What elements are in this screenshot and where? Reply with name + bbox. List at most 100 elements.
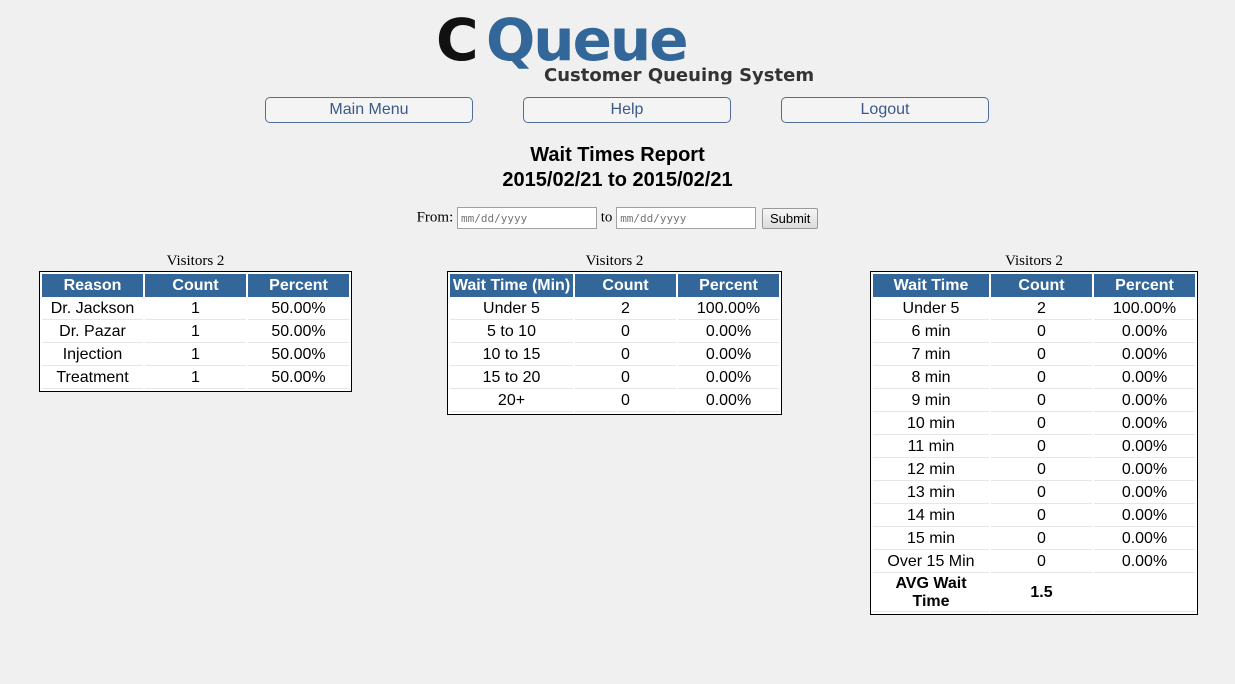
wait-time-cell: 10 min [873,414,989,435]
from-date-input[interactable] [457,207,598,229]
percent-cell: 50.00% [248,368,349,389]
wait-range-cell: Under 5 [450,299,573,320]
table-row: Under 5 2 100.00% [450,299,779,320]
percent-cell: 0.00% [678,322,779,343]
percent-cell: 50.00% [248,299,349,320]
count-cell: 0 [991,345,1092,366]
avg-wait-row: AVG Wait Time 1.5 [873,575,1195,612]
date-filter-form: From: to Submit [0,207,1235,229]
wait-range-table: Wait Time (Min) Count Percent Under 5 2 … [447,271,782,415]
percent-cell: 0.00% [1094,391,1195,412]
reason-cell: Injection [42,345,143,366]
reason-table: Reason Count Percent Dr. Jackson 1 50.00… [39,271,352,392]
percent-cell: 0.00% [1094,460,1195,481]
percent-cell: 0.00% [1094,506,1195,527]
wait-time-cell: 14 min [873,506,989,527]
logo-tagline: Customer Queuing System [544,65,814,86]
reason-cell: Dr. Jackson [42,299,143,320]
percent-cell: 0.00% [1094,345,1195,366]
count-cell: 1 [145,345,246,366]
wait-range-cell: 10 to 15 [450,345,573,366]
report-title: Wait Times Report [530,144,705,166]
percent-cell: 0.00% [1094,368,1195,389]
help-button[interactable]: Help [523,97,731,123]
table-row: 14 min 0 0.00% [873,506,1195,527]
avg-wait-value: 1.5 [991,575,1092,612]
column-header: Percent [248,274,349,297]
wait-time-cell: 8 min [873,368,989,389]
table-row: 7 min 0 0.00% [873,345,1195,366]
reason-table-block: Visitors 2 Reason Count Percent Dr. Jack… [39,252,352,392]
percent-cell: 50.00% [248,345,349,366]
count-cell: 0 [991,414,1092,435]
wait-minute-table-block: Visitors 2 Wait Time Count Percent Under… [870,252,1198,615]
count-cell: 1 [145,368,246,389]
svg-text:C: C [436,8,477,74]
column-header: Count [575,274,676,297]
percent-cell: 0.00% [1094,483,1195,504]
table-row: 8 min 0 0.00% [873,368,1195,389]
reason-cell: Treatment [42,368,143,389]
count-cell: 1 [145,322,246,343]
table-row: 5 to 10 0 0.00% [450,322,779,343]
table-row: 15 min 0 0.00% [873,529,1195,550]
table-row: Treatment 1 50.00% [42,368,349,389]
percent-cell: 0.00% [1094,414,1195,435]
empty-cell [1094,575,1195,612]
wait-time-cell: 13 min [873,483,989,504]
column-header: Wait Time (Min) [450,274,573,297]
table-row: Dr. Pazar 1 50.00% [42,322,349,343]
wait-range-cell: 5 to 10 [450,322,573,343]
wait-time-cell: 6 min [873,322,989,343]
count-cell: 2 [991,299,1092,320]
table-row: 13 min 0 0.00% [873,483,1195,504]
percent-cell: 0.00% [1094,529,1195,550]
wait-time-cell: 7 min [873,345,989,366]
wait-time-cell: 12 min [873,460,989,481]
table-row: 6 min 0 0.00% [873,322,1195,343]
percent-cell: 0.00% [678,391,779,412]
table-header-row: Wait Time Count Percent [873,274,1195,297]
wait-range-cell: 20+ [450,391,573,412]
wait-time-cell: Under 5 [873,299,989,320]
count-cell: 0 [991,437,1092,458]
reason-visitors-caption: Visitors 2 [166,253,225,269]
column-header: Count [145,274,246,297]
svg-text:Queue: Queue [486,8,687,74]
percent-cell: 0.00% [678,368,779,389]
percent-cell: 0.00% [1094,437,1195,458]
table-row: 10 min 0 0.00% [873,414,1195,435]
logout-button[interactable]: Logout [781,97,989,123]
table-row: Over 15 Min 0 0.00% [873,552,1195,573]
table-row: 11 min 0 0.00% [873,437,1195,458]
count-cell: 0 [991,483,1092,504]
column-header: Wait Time [873,274,989,297]
wait-time-cell: 15 min [873,529,989,550]
table-row: 15 to 20 0 0.00% [450,368,779,389]
count-cell: 1 [145,299,246,320]
count-cell: 0 [991,391,1092,412]
table-row: 10 to 15 0 0.00% [450,345,779,366]
wait-time-cell: 11 min [873,437,989,458]
count-cell: 0 [575,345,676,366]
column-header: Percent [678,274,779,297]
main-menu-button[interactable]: Main Menu [265,97,473,123]
count-cell: 0 [575,368,676,389]
count-cell: 0 [991,529,1092,550]
percent-cell: 100.00% [678,299,779,320]
table-row: Dr. Jackson 1 50.00% [42,299,349,320]
count-cell: 0 [991,552,1092,573]
from-label: From: [416,209,454,226]
wait-time-cell: Over 15 Min [873,552,989,573]
wait-minute-table: Wait Time Count Percent Under 5 2 100.00% … [870,271,1198,615]
count-cell: 0 [575,322,676,343]
to-date-input[interactable] [616,207,757,229]
count-cell: 0 [991,368,1092,389]
table-row: 20+ 0 0.00% [450,391,779,412]
percent-cell: 0.00% [1094,322,1195,343]
submit-button[interactable]: Submit [761,207,819,229]
column-header: Percent [1094,274,1195,297]
percent-cell: 0.00% [1094,552,1195,573]
table-row: 9 min 0 0.00% [873,391,1195,412]
wait-range-table-block: Visitors 2 Wait Time (Min) Count Percent… [447,252,782,415]
